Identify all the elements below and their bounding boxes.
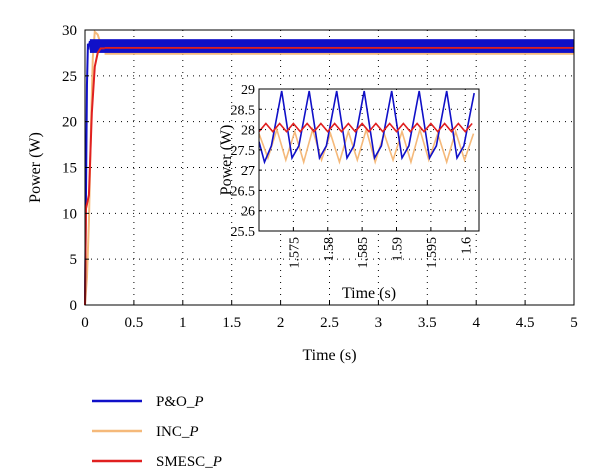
- main-series-p-o-p-steady-band: [89, 39, 574, 53]
- inset-series-group: [259, 90, 475, 165]
- inset-y-tick-label: 27.5: [231, 144, 256, 159]
- legend-item-smesc-p: SMESC_P: [92, 454, 222, 470]
- inset-chart: 1.575 1.58 1.585 1.59 1.595 1.6 25.52626.5272…: [218, 83, 480, 302]
- legend: P&O_P INC_P SMESC_P: [92, 394, 222, 470]
- legend-item-inc-p: INC_P: [92, 424, 199, 440]
- main-x-tick-label: 0: [81, 315, 89, 331]
- main-x-tick-label: 1: [179, 315, 187, 331]
- inset-y-tick-label: 25.5: [231, 225, 256, 240]
- main-y-tick-label: 30: [62, 23, 77, 39]
- inset-x-tick-label: 1.585: [356, 237, 371, 269]
- inset-x-tick-label: 1.575: [287, 237, 302, 269]
- main-x-tick-label: 2.5: [320, 315, 339, 331]
- inset-x-tick-label: 1.58: [322, 237, 337, 262]
- main-series-smesc-p-steady-band: [104, 46, 574, 49]
- inset-x-tick-label: 1.6: [459, 237, 474, 255]
- main-y-tick-label: 10: [62, 206, 77, 222]
- main-x-tick-label: 5: [570, 315, 578, 331]
- main-chart: 0 0.5 1 1.5 2 2.5 3 3.5 4 4.5 5 0 5 10 15 20 25 30 Time …: [27, 23, 578, 364]
- inset-y-tick-label: 28.5: [231, 103, 256, 118]
- inset-x-tick-label: 1.595: [425, 237, 440, 269]
- main-x-tick-label: 3: [375, 315, 383, 331]
- main-y-tick-label: 20: [62, 115, 77, 131]
- inset-y-tick-label: 29: [241, 83, 255, 98]
- main-x-ticks: 0 0.5 1 1.5 2 2.5 3 3.5 4 4.5 5: [81, 301, 578, 331]
- inset-y-tick-label: 27: [241, 164, 255, 179]
- inset-x-axis-label: Time (s): [342, 285, 396, 302]
- legend-item-smesc-p-label: SMESC_P: [156, 454, 222, 470]
- inset-y-axis-label: Power (W): [218, 125, 235, 196]
- inset-grid: [259, 89, 479, 231]
- inset-series-smesc-p: [259, 122, 473, 133]
- main-y-tick-label: 5: [70, 252, 78, 268]
- main-x-tick-label: 3.5: [418, 315, 437, 331]
- inset-y-tick-label: 26.5: [231, 184, 256, 199]
- inset-y-tick-label: 26: [241, 205, 255, 220]
- main-x-tick-label: 1.5: [222, 315, 241, 331]
- main-y-tick-label: 25: [62, 69, 77, 85]
- legend-item-inc-p-label: INC_P: [156, 424, 199, 440]
- main-y-tick-label: 0: [70, 298, 78, 314]
- main-y-ticks: 0 5 10 15 20 25 30: [62, 23, 89, 314]
- main-series-smesc-p: [84, 46, 574, 306]
- inset-plot-frame: [258, 88, 480, 232]
- inset-series-p-o-p: [259, 90, 475, 165]
- inset-y-ticks: 25.5 26 26.5 27 27.5 28 28.5 29: [231, 83, 262, 240]
- main-x-tick-label: 4.5: [516, 315, 535, 331]
- inset-y-tick-label: 28: [241, 124, 255, 139]
- main-x-tick-label: 2: [277, 315, 285, 331]
- inset-x-ticks: 1.575 1.58 1.585 1.59 1.595 1.6: [287, 228, 474, 269]
- legend-item-p-o-p-label: P&O_P: [156, 394, 204, 410]
- main-series-smesc-p-startup-line: [84, 47, 105, 306]
- main-x-axis-label: Time (s): [302, 347, 356, 364]
- legend-item-p-o-p: P&O_P: [92, 394, 204, 410]
- main-x-tick-label: 0.5: [125, 315, 144, 331]
- inset-x-tick-label: 1.59: [391, 237, 406, 262]
- main-y-tick-label: 15: [62, 161, 77, 177]
- main-y-axis-label: Power (W): [27, 132, 44, 203]
- main-x-tick-label: 4: [472, 315, 480, 331]
